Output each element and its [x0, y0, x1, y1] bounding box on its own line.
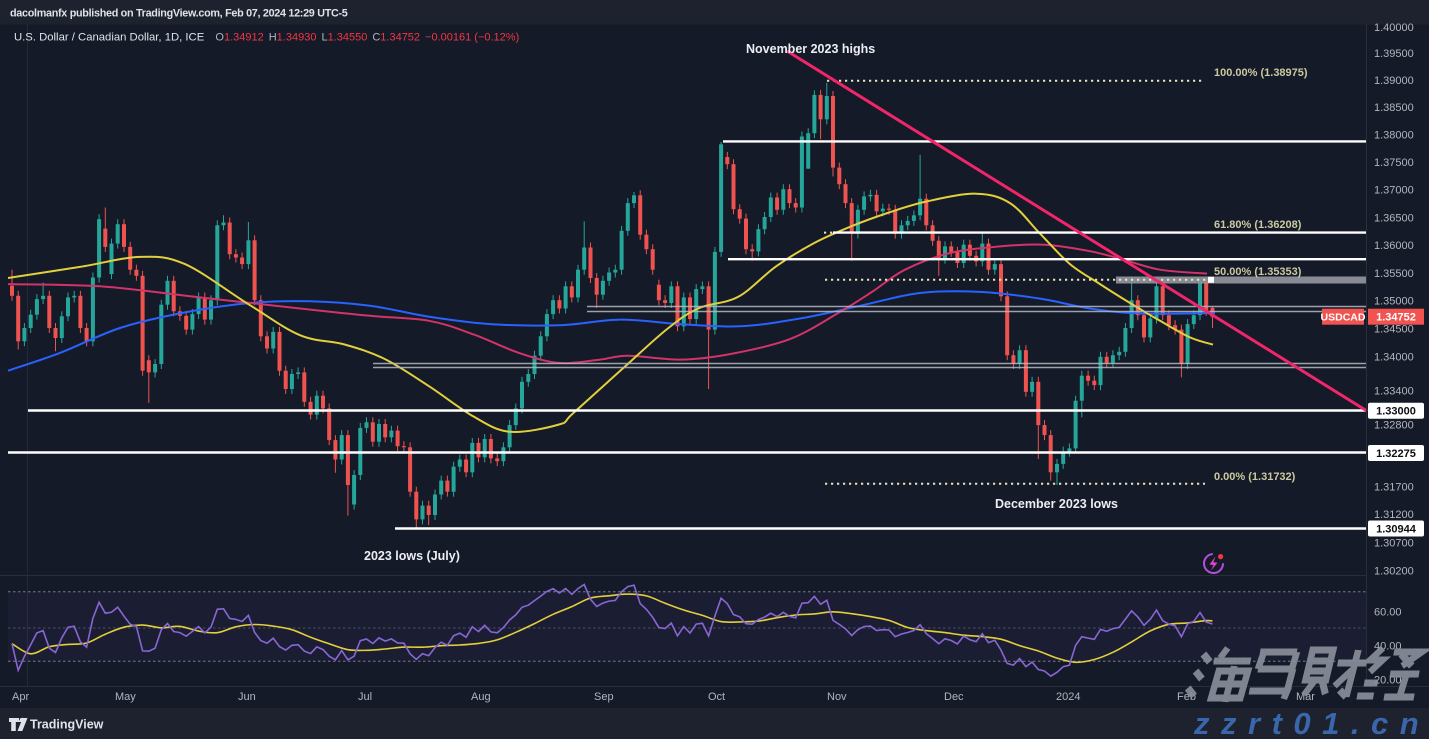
- svg-text:May: May: [115, 691, 136, 703]
- svg-text:Mar: Mar: [1296, 691, 1315, 703]
- svg-text:1.33000: 1.33000: [1376, 406, 1416, 418]
- svg-text:1.36000: 1.36000: [1374, 240, 1414, 252]
- svg-text:1.32275: 1.32275: [1376, 448, 1416, 460]
- svg-text:Jun: Jun: [238, 691, 256, 703]
- svg-text:1.33400: 1.33400: [1374, 386, 1414, 398]
- svg-text:zzrt01.cn: zzrt01.cn: [1193, 706, 1429, 739]
- svg-text:61.80% (1.36208): 61.80% (1.36208): [1214, 219, 1302, 231]
- svg-text:dacolmanfx published on Tradin: dacolmanfx published on TradingView.com,…: [10, 8, 348, 20]
- svg-text:1.37500: 1.37500: [1374, 157, 1414, 169]
- svg-text:1.30944: 1.30944: [1376, 524, 1417, 536]
- svg-text:1.31200: 1.31200: [1374, 509, 1414, 521]
- svg-text:1.35500: 1.35500: [1374, 268, 1414, 280]
- svg-text:Dec: Dec: [944, 691, 964, 703]
- svg-text:1.34500: 1.34500: [1374, 324, 1414, 336]
- svg-text:1.30700: 1.30700: [1374, 538, 1414, 550]
- svg-text:1.38500: 1.38500: [1374, 102, 1414, 114]
- svg-text:1.40000: 1.40000: [1374, 22, 1414, 34]
- svg-text:1.37000: 1.37000: [1374, 185, 1414, 197]
- svg-text:Oct: Oct: [708, 691, 725, 703]
- svg-text:100.00% (1.38975): 100.00% (1.38975): [1214, 67, 1308, 79]
- svg-text:Aug: Aug: [471, 691, 491, 703]
- svg-text:1.38000: 1.38000: [1374, 130, 1414, 142]
- svg-text:December 2023 lows: December 2023 lows: [995, 497, 1118, 511]
- svg-text:Jul: Jul: [358, 691, 372, 703]
- svg-text:TradingView: TradingView: [30, 718, 104, 732]
- svg-text:1.35000: 1.35000: [1374, 296, 1414, 308]
- svg-text:Apr: Apr: [12, 691, 29, 703]
- svg-text:2024: 2024: [1056, 691, 1080, 703]
- svg-text:1.39500: 1.39500: [1374, 48, 1414, 60]
- svg-text:2023 lows (July): 2023 lows (July): [364, 549, 460, 563]
- svg-text:1.34752: 1.34752: [1376, 312, 1416, 324]
- svg-text:50.00% (1.35353): 50.00% (1.35353): [1214, 266, 1302, 278]
- svg-text:USDCAD: USDCAD: [1321, 312, 1366, 324]
- svg-text:60.00: 60.00: [1374, 607, 1402, 619]
- svg-text:0.00% (1.31732): 0.00% (1.31732): [1214, 471, 1296, 483]
- svg-text:1.31700: 1.31700: [1374, 481, 1414, 493]
- svg-text:1.36500: 1.36500: [1374, 212, 1414, 224]
- svg-text:Sep: Sep: [594, 691, 614, 703]
- svg-text:November 2023 highs: November 2023 highs: [746, 42, 875, 56]
- svg-text:1.30200: 1.30200: [1374, 566, 1414, 578]
- svg-text:1.32800: 1.32800: [1374, 420, 1414, 432]
- svg-text:1.34000: 1.34000: [1374, 352, 1414, 364]
- svg-text:Nov: Nov: [827, 691, 847, 703]
- svg-text:1.39000: 1.39000: [1374, 75, 1414, 87]
